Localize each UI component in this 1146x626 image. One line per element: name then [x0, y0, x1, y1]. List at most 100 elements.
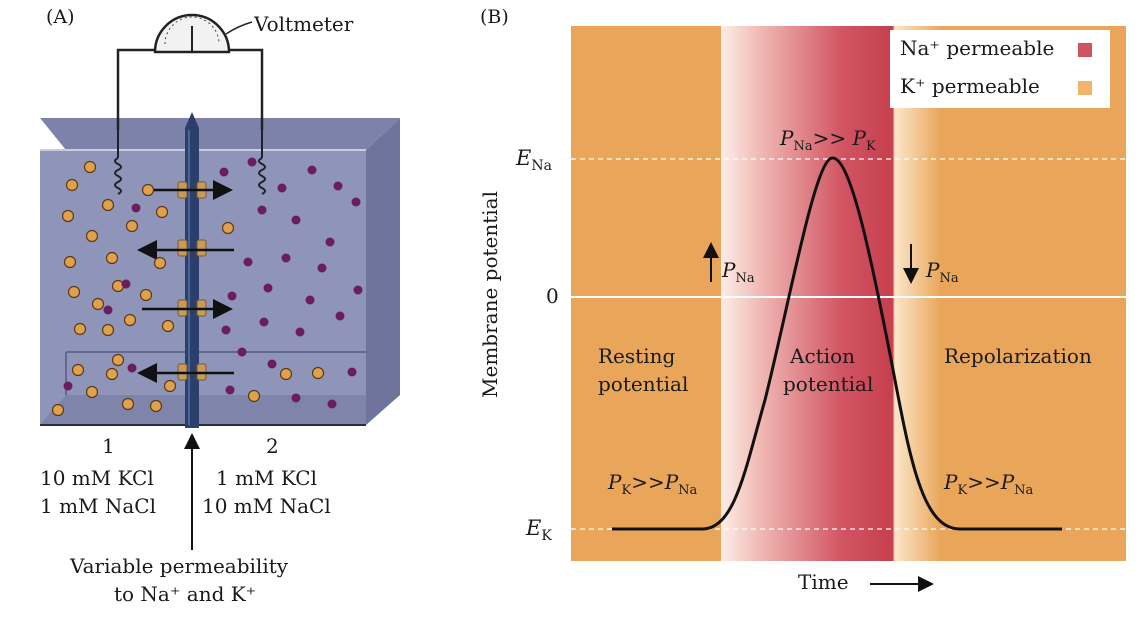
k-ion — [161, 319, 175, 333]
k-ion — [105, 251, 119, 265]
k-ion — [71, 363, 85, 377]
na-ion — [267, 359, 277, 369]
na-ion — [295, 327, 305, 337]
na-ion — [63, 381, 73, 391]
compartment-1-kcl: 10 mM KCl — [40, 466, 154, 490]
k-ion — [121, 397, 135, 411]
na-ion — [121, 279, 131, 289]
k-ion — [153, 256, 167, 270]
phase-action-line1: Action — [790, 344, 855, 368]
k-ion — [65, 178, 79, 192]
na-ion — [263, 283, 273, 293]
left-electrode-coil — [114, 130, 122, 195]
phase-resting-line1: Resting — [598, 344, 676, 368]
tick-label-ek: EK — [526, 516, 552, 545]
k-ion — [61, 209, 75, 223]
k-ion — [123, 313, 137, 327]
phase-action-line2: potential — [783, 372, 874, 396]
na-ion — [317, 263, 327, 273]
na-ion — [103, 305, 113, 315]
right-electrode-coil — [258, 130, 266, 195]
voltmeter-label: Voltmeter — [254, 12, 354, 36]
panel-b-label: (B) — [480, 6, 509, 28]
right-wire — [228, 48, 264, 130]
k-ion — [139, 288, 153, 302]
membrane-tip — [185, 112, 199, 128]
tank-side-face — [366, 118, 400, 425]
x-axis-label: Time — [798, 570, 849, 594]
na-ion — [131, 203, 141, 213]
phase-repolarization: Repolarization — [944, 344, 1092, 368]
na-ion — [347, 367, 357, 377]
k-ion — [105, 367, 119, 381]
k-ion — [163, 379, 177, 393]
compartment-1-nacl: 1 mM NaCl — [40, 494, 157, 518]
compartment-1-number: 1 — [102, 434, 115, 458]
k-ion — [149, 399, 163, 413]
na-ion — [127, 363, 137, 373]
na-ion — [333, 181, 343, 191]
membrane-caption-line1: Variable permeability — [70, 554, 289, 578]
k-ion — [279, 367, 293, 381]
k-ion — [63, 255, 77, 269]
k-ion — [101, 198, 115, 212]
k-ion — [67, 285, 81, 299]
na-ion — [305, 295, 315, 305]
membrane-caption-line2: to Na⁺ and K⁺ — [114, 582, 257, 606]
k-ion — [85, 229, 99, 243]
k-ion — [111, 353, 125, 367]
panel-a-label: (A) — [46, 6, 75, 28]
na-ion — [227, 291, 237, 301]
na-ion — [335, 311, 345, 321]
ion-channel-2 — [177, 239, 207, 257]
k-ion — [247, 389, 261, 403]
legend-label-k: K⁺ permeable — [900, 74, 1040, 98]
k-ion — [73, 322, 87, 336]
na-ion — [259, 317, 269, 327]
tank-top-face — [40, 118, 400, 150]
electrochemical-cell-diagram — [40, 13, 400, 550]
legend — [890, 30, 1110, 108]
voltmeter-leader-line — [225, 21, 253, 35]
na-ion — [257, 205, 267, 215]
tank-floor — [40, 395, 366, 425]
annotation-peak: PNa>> PK — [780, 126, 876, 154]
tick-label-ena: ENa — [516, 146, 552, 175]
ion-particles — [51, 157, 363, 417]
na-ion — [225, 385, 235, 395]
legend-label-na: Na⁺ permeable — [900, 36, 1055, 60]
annotation-rest-right: PK>>PNa — [944, 470, 1034, 498]
k-ion — [155, 205, 169, 219]
phase-resting-line2: potential — [598, 372, 689, 396]
na-permeable-band — [721, 26, 941, 561]
na-ion — [237, 347, 247, 357]
k-ion — [85, 385, 99, 399]
na-ion — [325, 237, 335, 247]
annotation-rest-left: PK>>PNa — [608, 470, 698, 498]
k-ion — [141, 183, 155, 197]
k-ion — [83, 160, 97, 174]
compartment-2-number: 2 — [266, 434, 279, 458]
annotation-rising: PNa — [722, 258, 755, 286]
na-ion — [281, 253, 291, 263]
na-ion — [247, 157, 257, 167]
na-ion — [219, 167, 229, 177]
action-potential-curve — [612, 156, 1062, 531]
annotation-falling: PNa — [926, 258, 959, 286]
na-ion — [351, 197, 361, 207]
k-ion — [101, 323, 115, 337]
na-ion — [277, 183, 287, 193]
k-ion — [221, 221, 235, 235]
na-ion — [291, 215, 301, 225]
na-ion — [307, 165, 317, 175]
na-ion — [327, 399, 337, 409]
tick-label-zero: 0 — [546, 284, 559, 308]
na-ion — [221, 325, 231, 335]
na-ion — [291, 393, 301, 403]
k-ion — [91, 297, 105, 311]
voltmeter-scale — [164, 16, 220, 45]
left-wire — [116, 48, 156, 130]
compartment-2-nacl: 10 mM NaCl — [202, 494, 331, 518]
na-ion — [243, 257, 253, 267]
